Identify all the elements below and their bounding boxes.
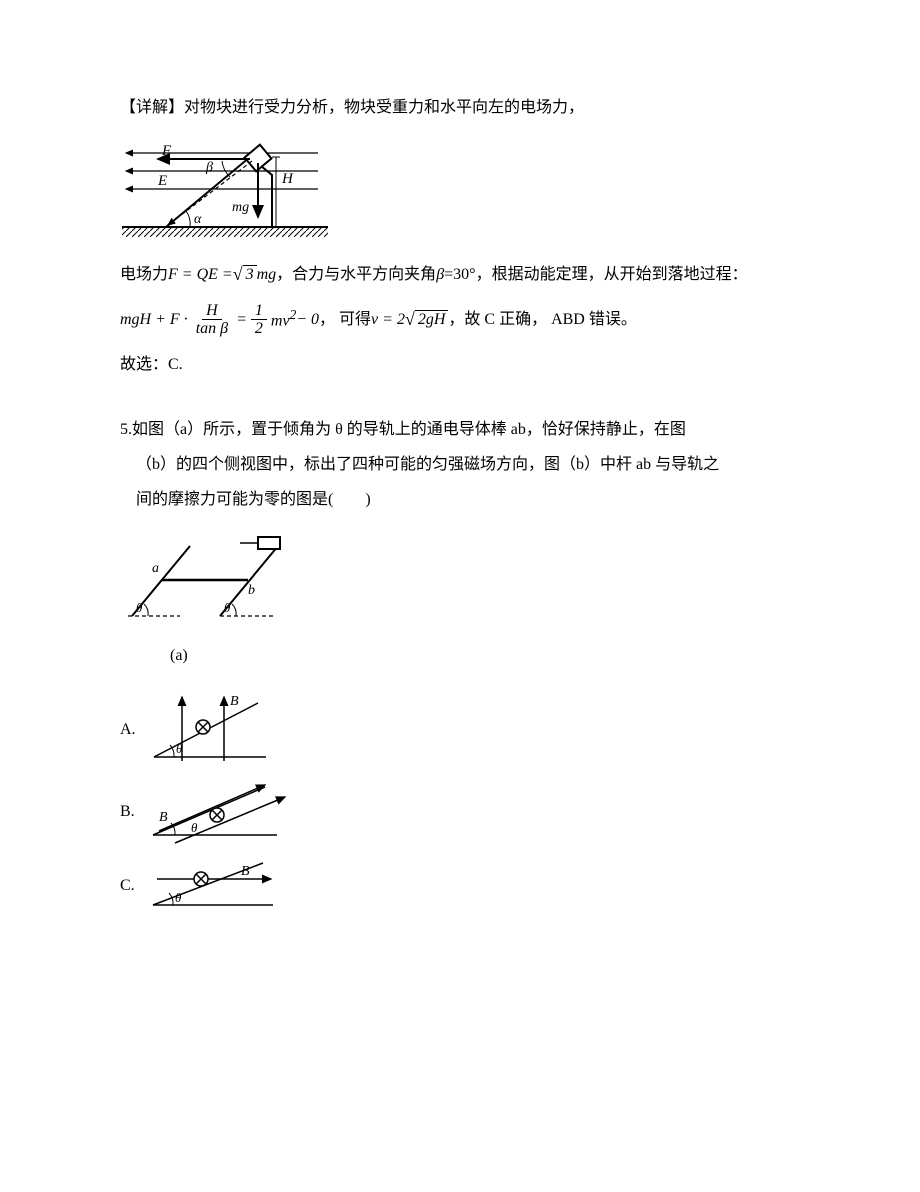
label-alpha: α bbox=[194, 212, 202, 227]
label-E: E bbox=[157, 173, 167, 189]
mg-text: mg bbox=[257, 257, 277, 292]
beta-val: =30° bbox=[444, 257, 475, 292]
label-B-B: B bbox=[159, 810, 168, 825]
problem-text: 5.如图（a）所示，置于倾角为 θ 的导轨上的通电导体棒 ab，恰好保持静止，在… bbox=[120, 412, 810, 518]
theta-C: θ bbox=[175, 890, 182, 905]
v-eq: v = 2 bbox=[371, 302, 405, 337]
radical-icon: √ bbox=[233, 265, 243, 283]
label-a: a bbox=[152, 561, 159, 576]
label-beta: β bbox=[205, 160, 213, 175]
label-B-C: B bbox=[241, 864, 250, 879]
sqrt-3-body: 3 bbox=[243, 265, 257, 284]
label-theta-l: θ bbox=[136, 600, 143, 615]
kede: ， 可得 bbox=[319, 302, 371, 337]
option-B-label: B. bbox=[120, 794, 135, 829]
figure-a: a b θ θ bbox=[120, 528, 810, 628]
frac-den: tan β bbox=[192, 320, 232, 338]
field-force-line: 电场力 F = QE = √ 3 mg ，合力与水平方向夹角 β =30° ，根… bbox=[120, 257, 810, 292]
mv-text: mv bbox=[271, 313, 290, 330]
label-B-A: B bbox=[230, 694, 239, 709]
label-F: F bbox=[161, 143, 172, 159]
frac2-num: 1 bbox=[251, 302, 267, 321]
figure-a-caption: (a) bbox=[170, 638, 810, 673]
theta-A: θ bbox=[176, 741, 183, 756]
radical-icon: √ bbox=[405, 310, 415, 328]
option-A: A. B θ bbox=[120, 691, 810, 769]
sup-2: 2 bbox=[290, 307, 297, 322]
p5-l3: 间的摩擦力可能为零的图是( ) bbox=[136, 491, 371, 508]
mv2: mv2 bbox=[271, 300, 296, 339]
F-eq: F = QE = bbox=[168, 257, 233, 292]
angle-text: ，合力与水平方向夹角 bbox=[276, 257, 436, 292]
label-mg: mg bbox=[232, 200, 249, 215]
label-H: H bbox=[281, 171, 294, 187]
sqrt-3: √ 3 bbox=[233, 265, 257, 284]
frac-H-tanb: H tan β bbox=[192, 302, 232, 338]
option-B: B. B θ bbox=[120, 777, 810, 847]
pick: 故选：C. bbox=[120, 347, 810, 382]
p5-l2: （b）的四个侧视图中，标出了四种可能的匀强磁场方向，图（b）中杆 ab 与导轨之 bbox=[136, 456, 719, 473]
p5-l1: 如图（a）所示，置于倾角为 θ 的导轨上的通电导体棒 ab，恰好保持静止，在图 bbox=[132, 421, 686, 438]
sqrt-2gH-body: 2gH bbox=[415, 310, 449, 329]
sqrt-2gH: √ 2gH bbox=[405, 310, 448, 329]
theorem-text: ，根据动能定理，从开始到落地过程： bbox=[476, 257, 748, 292]
field-force-prefix: 电场力 bbox=[120, 257, 168, 292]
frac-half: 1 2 bbox=[251, 302, 267, 338]
frac2-den: 2 bbox=[251, 320, 267, 338]
option-C-label: C. bbox=[120, 868, 135, 903]
conclusion: ，故 C 正确， ABD 错误。 bbox=[448, 302, 636, 337]
solution-intro: 【详解】对物块进行受力分析，物块受重力和水平向左的电场力， bbox=[120, 90, 810, 125]
label-theta-r: θ bbox=[224, 600, 231, 615]
problem-num: 5. bbox=[120, 421, 132, 438]
beta-sym: β bbox=[436, 257, 444, 292]
eq-mid: = bbox=[236, 302, 247, 337]
label-b: b bbox=[248, 583, 255, 598]
option-A-label: A. bbox=[120, 712, 136, 747]
eq-lhs: mgH + F · bbox=[120, 302, 188, 337]
solution-diagram: F E mg H β α bbox=[120, 135, 810, 247]
minus0: − 0 bbox=[296, 302, 319, 337]
problem-5: 5.如图（a）所示，置于倾角为 θ 的导轨上的通电导体棒 ab，恰好保持静止，在… bbox=[120, 412, 810, 917]
energy-eq: mgH + F · H tan β = 1 2 mv2 − 0 ， 可得 v =… bbox=[120, 300, 810, 339]
frac-num: H bbox=[202, 302, 222, 321]
theta-B: θ bbox=[191, 820, 198, 835]
option-C: C. B θ bbox=[120, 855, 810, 917]
